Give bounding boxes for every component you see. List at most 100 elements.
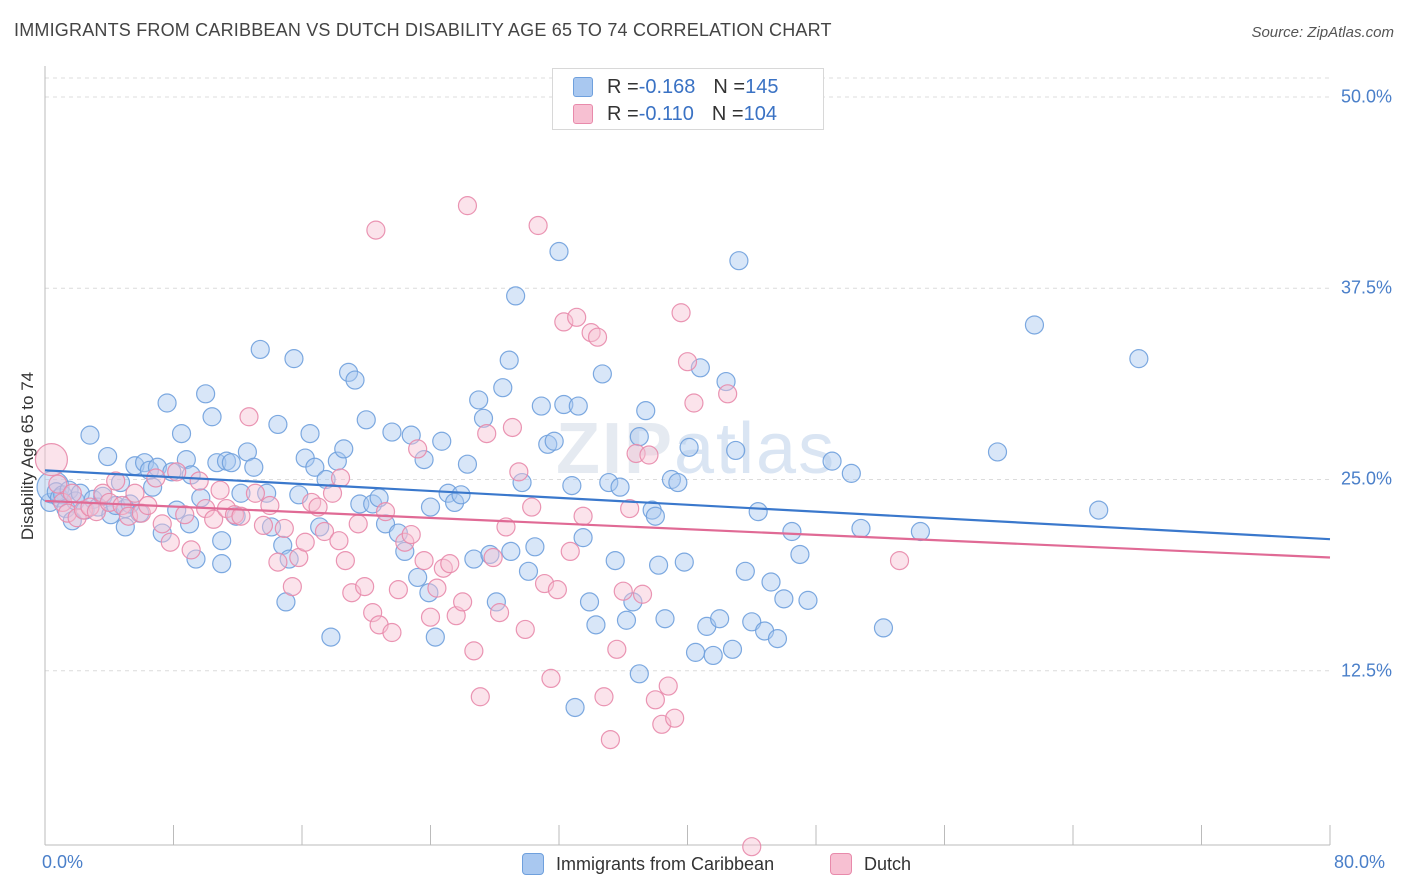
data-point — [665, 708, 685, 728]
chart-title: IMMIGRANTS FROM CARIBBEAN VS DUTCH DISAB… — [14, 20, 832, 40]
legend-n-value: 145 — [745, 75, 779, 98]
legend-n-value: 104 — [743, 102, 777, 125]
data-point — [645, 690, 665, 710]
data-point — [522, 497, 542, 517]
y-axis-label: Disability Age 65 to 74 — [18, 371, 37, 541]
data-point — [674, 552, 694, 572]
data-point — [250, 339, 270, 360]
data-point — [480, 544, 500, 565]
data-point — [470, 687, 490, 707]
data-point — [483, 547, 503, 568]
data-point — [565, 697, 585, 718]
data-point — [451, 485, 471, 505]
data-point — [528, 215, 548, 236]
data-point — [587, 327, 608, 347]
data-point — [146, 468, 166, 488]
data-point — [202, 407, 222, 427]
data-point — [515, 619, 535, 640]
data-point — [636, 401, 656, 421]
data-point — [186, 549, 206, 569]
data-point — [212, 531, 232, 551]
data-point — [987, 442, 1008, 462]
data-point — [207, 453, 227, 473]
data-point — [244, 457, 264, 477]
trend-lines — [44, 469, 1331, 559]
data-point — [501, 541, 521, 562]
data-point — [761, 572, 781, 592]
data-point — [295, 532, 315, 552]
data-point — [152, 514, 172, 534]
legend-r-value: -0.168 — [638, 75, 696, 98]
data-point — [59, 480, 79, 500]
data-point — [525, 537, 545, 557]
data-point — [157, 393, 177, 413]
data-point — [330, 468, 351, 488]
data-point — [253, 515, 274, 536]
data-point — [221, 453, 241, 473]
data-point — [677, 352, 698, 372]
data-point — [600, 729, 621, 750]
data-point — [629, 664, 649, 684]
data-point — [620, 498, 640, 519]
data-point — [314, 521, 335, 542]
data-point — [573, 528, 593, 548]
data-point — [1024, 315, 1045, 335]
data-point — [212, 554, 232, 574]
data-point — [464, 641, 484, 661]
data-point — [57, 503, 78, 523]
data-point — [440, 554, 460, 574]
data-point — [457, 196, 478, 216]
data-point — [282, 576, 302, 597]
data-point — [506, 286, 526, 306]
data-point — [568, 396, 588, 416]
data-point — [453, 592, 473, 612]
data-point — [873, 618, 894, 638]
series-caribbean-points — [36, 241, 1149, 718]
data-point — [322, 483, 343, 503]
data-point — [554, 394, 574, 415]
data-point — [1089, 500, 1109, 520]
data-point — [554, 312, 574, 332]
legend-swatch-caribbean — [573, 77, 593, 97]
data-point — [395, 532, 415, 552]
data-point — [623, 592, 643, 612]
data-point — [196, 384, 216, 404]
data-point — [457, 454, 478, 474]
data-point — [607, 639, 627, 659]
data-point — [726, 440, 746, 461]
data-point — [464, 549, 484, 569]
data-point — [616, 610, 637, 630]
data-point — [679, 437, 699, 457]
data-point — [541, 668, 561, 689]
data-point — [305, 457, 325, 477]
bottom-legend-dutch: Dutch — [830, 852, 911, 876]
data-point — [767, 629, 788, 649]
data-point — [748, 502, 768, 522]
data-point — [774, 589, 794, 609]
bottom-legend-label-caribbean: Immigrants from Caribbean — [556, 853, 775, 874]
data-point — [420, 497, 441, 517]
data-point — [382, 422, 402, 442]
data-point — [160, 532, 180, 552]
data-point — [599, 472, 619, 493]
data-point — [179, 514, 200, 534]
trend-line — [44, 469, 1331, 541]
data-point — [348, 514, 368, 534]
data-point — [613, 581, 633, 601]
source-label: Source: ZipAtlas.com — [1251, 24, 1394, 41]
data-point — [586, 615, 606, 635]
data-point — [639, 445, 659, 465]
stats-legend: R = -0.168 N = 145 R = -0.110 N = 104 — [552, 68, 824, 130]
data-point — [502, 417, 523, 438]
data-point — [425, 627, 445, 647]
axes — [44, 66, 1331, 846]
data-point — [605, 550, 625, 571]
data-point — [668, 472, 688, 493]
x-tick-label-max: 80.0% — [1334, 852, 1386, 872]
y-tick-label: 12.5% — [1340, 660, 1392, 681]
data-point — [239, 407, 259, 427]
bottom-legend-swatch-dutch — [830, 853, 852, 875]
data-point — [718, 384, 738, 404]
data-point — [573, 506, 593, 526]
data-point — [245, 483, 266, 503]
